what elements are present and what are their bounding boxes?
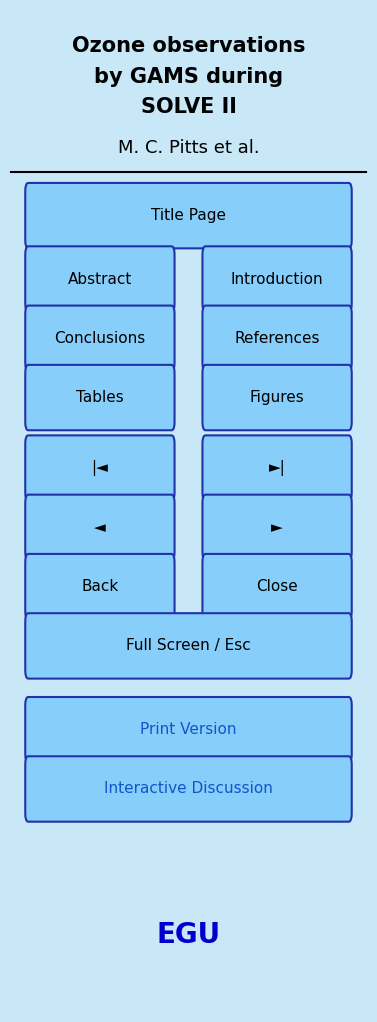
Text: Figures: Figures: [250, 390, 305, 405]
FancyBboxPatch shape: [202, 246, 352, 312]
FancyBboxPatch shape: [25, 435, 175, 501]
Text: Close: Close: [256, 579, 298, 594]
FancyBboxPatch shape: [202, 365, 352, 430]
Text: |◄: |◄: [92, 460, 108, 476]
FancyBboxPatch shape: [25, 246, 175, 312]
FancyBboxPatch shape: [25, 365, 175, 430]
Text: ►|: ►|: [269, 460, 285, 476]
Text: Full Screen / Esc: Full Screen / Esc: [126, 639, 251, 653]
Text: Abstract: Abstract: [68, 272, 132, 286]
FancyBboxPatch shape: [25, 613, 352, 679]
Text: Interactive Discussion: Interactive Discussion: [104, 782, 273, 796]
Text: Ozone observations: Ozone observations: [72, 36, 305, 56]
Text: Back: Back: [81, 579, 118, 594]
Text: by GAMS during: by GAMS during: [94, 66, 283, 87]
FancyBboxPatch shape: [25, 756, 352, 822]
Text: ►: ►: [271, 520, 283, 535]
Text: References: References: [234, 331, 320, 345]
FancyBboxPatch shape: [202, 435, 352, 501]
FancyBboxPatch shape: [202, 495, 352, 560]
FancyBboxPatch shape: [25, 697, 352, 762]
Text: EGU: EGU: [156, 921, 221, 949]
FancyBboxPatch shape: [25, 495, 175, 560]
FancyBboxPatch shape: [202, 554, 352, 619]
Text: SOLVE II: SOLVE II: [141, 97, 236, 118]
Text: Conclusions: Conclusions: [54, 331, 146, 345]
FancyBboxPatch shape: [202, 306, 352, 371]
FancyBboxPatch shape: [25, 306, 175, 371]
Text: ◄: ◄: [94, 520, 106, 535]
Text: M. C. Pitts et al.: M. C. Pitts et al.: [118, 139, 259, 157]
Text: Title Page: Title Page: [151, 208, 226, 223]
Text: Print Version: Print Version: [140, 723, 237, 737]
Text: Introduction: Introduction: [231, 272, 323, 286]
Text: Tables: Tables: [76, 390, 124, 405]
FancyBboxPatch shape: [25, 183, 352, 248]
FancyBboxPatch shape: [25, 554, 175, 619]
